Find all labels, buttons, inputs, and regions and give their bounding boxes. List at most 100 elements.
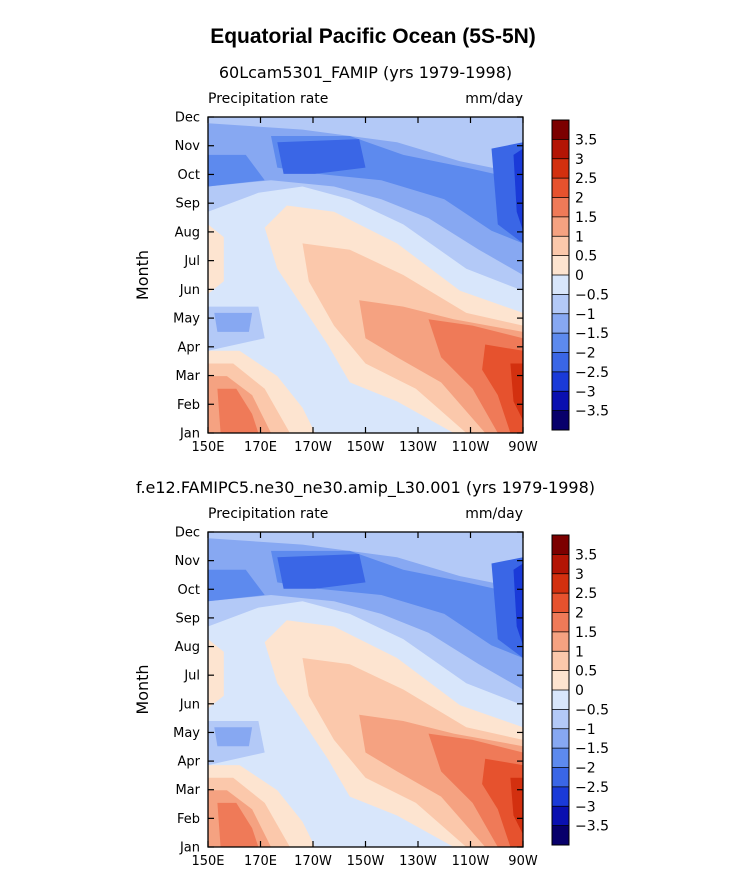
y-tick-label: May <box>173 312 200 327</box>
y-tick-label: May <box>173 726 200 741</box>
colorbar-label: −2.5 <box>575 365 609 381</box>
x-tick-label: 150E <box>191 854 224 869</box>
figure-title: Equatorial Pacific Ocean (5S-5N) <box>210 25 536 48</box>
y-tick-label: Aug <box>175 225 200 240</box>
colorbar-swatch <box>552 670 569 691</box>
colorbar-swatch <box>552 391 569 412</box>
colorbar-label: −3.5 <box>575 819 609 835</box>
y-tick-label: Apr <box>178 755 201 770</box>
contour-west-neg-1 <box>214 312 253 332</box>
y-tick-label: Oct <box>178 583 200 598</box>
colorbar-swatch <box>552 573 569 594</box>
colorbar-label: −1.5 <box>575 741 609 757</box>
x-tick-label: 130W <box>399 440 437 455</box>
x-tick-label: 170W <box>294 440 332 455</box>
colorbar-label: 3 <box>575 152 584 168</box>
contour-field <box>208 532 523 847</box>
colorbar-swatch <box>552 748 569 768</box>
colorbar-swatch <box>552 709 569 730</box>
y-tick-label: Jan <box>179 427 200 442</box>
colorbar-label: −2 <box>575 346 596 362</box>
colorbar-swatch <box>552 178 569 198</box>
y-tick-label: Jul <box>183 669 200 684</box>
colorbar-swatch <box>552 120 569 140</box>
y-tick-label: Oct <box>178 168 200 183</box>
colorbar-swatch <box>552 690 569 710</box>
y-tick-label: Nov <box>175 139 201 154</box>
colorbar-label: 3.5 <box>575 132 597 148</box>
colorbar-label: −1 <box>575 722 596 738</box>
colorbar-swatch <box>552 651 569 672</box>
colorbar-swatch <box>552 158 569 179</box>
y-tick-label: Dec <box>175 526 200 541</box>
colorbar-swatch <box>552 139 569 160</box>
y-tick-label: Feb <box>177 398 200 413</box>
colorbar-label: 1 <box>575 229 584 245</box>
colorbar-label: 0 <box>575 268 584 284</box>
x-tick-label: 110W <box>452 854 490 869</box>
colorbar-swatch <box>552 535 569 555</box>
x-tick-label: 170E <box>244 440 277 455</box>
colorbar-swatch <box>552 728 569 749</box>
colorbar-swatch <box>552 216 569 237</box>
y-tick-label: Jan <box>179 841 200 856</box>
x-tick-label: 150W <box>347 854 385 869</box>
x-tick-label: 170E <box>244 854 277 869</box>
panel-title: 60Lcam5301_FAMIP (yrs 1979-1998) <box>219 63 512 83</box>
colorbar-swatch <box>552 767 569 788</box>
x-tick-label: 130W <box>399 854 437 869</box>
colorbar-label: 2 <box>575 606 584 622</box>
panel-2: Jan Feb Mar Apr May Jun Jul Aug Sep Oct Nov Dec 150E… <box>133 478 609 869</box>
contour-west-jul <box>208 639 224 709</box>
colorbar-swatch <box>552 236 569 257</box>
contour-west-neg-1.5 <box>208 154 265 187</box>
y-tick-label: Jun <box>179 283 200 298</box>
y-tick-label: Aug <box>175 640 200 655</box>
colorbar-label: 2.5 <box>575 171 597 187</box>
colorbar-swatch <box>552 631 569 652</box>
contour-field <box>208 117 523 433</box>
y-tick-label: Mar <box>175 369 200 384</box>
contour-west-jul <box>208 224 224 294</box>
colorbar-label: −1 <box>575 307 596 323</box>
y-tick-label: Sep <box>175 611 200 626</box>
colorbar-swatch <box>552 612 569 633</box>
colorbar-swatch <box>552 554 569 575</box>
colorbar-swatch <box>552 294 569 315</box>
y-tick-label: Apr <box>178 340 201 355</box>
y-tick-label: Jul <box>183 254 200 269</box>
colorbar-label: −0.5 <box>575 287 609 303</box>
panel-title: f.e12.FAMIPC5.ne30_ne30.amip_L30.001 (yr… <box>136 478 595 498</box>
variable-label: Precipitation rate <box>208 91 328 107</box>
panel-1: Jan Feb Mar Apr May Jun Jul Aug Sep Oct Nov Dec 150E… <box>133 63 609 455</box>
colorbar-label: 1.5 <box>575 625 597 641</box>
y-tick-label: Mar <box>175 783 200 798</box>
colorbar-swatch <box>552 197 569 218</box>
colorbar-swatch <box>552 786 569 807</box>
contour-east-neg-2.5 <box>513 563 523 646</box>
variable-label: Precipitation rate <box>208 506 328 522</box>
contour-neg-2 <box>277 554 366 589</box>
y-tick-label: Feb <box>177 812 200 827</box>
y-tick-label: Dec <box>175 111 200 126</box>
colorbar-swatch <box>552 275 569 295</box>
contour-pos-3 <box>510 777 523 835</box>
units-label: mm/day <box>465 506 523 522</box>
colorbar-label: −1.5 <box>575 326 609 342</box>
colorbar-label: 3.5 <box>575 547 597 563</box>
y-tick-label: Sep <box>175 197 200 212</box>
y-axis-label: Month <box>133 664 152 714</box>
colorbar-label: 2.5 <box>575 586 597 602</box>
contour-west-2 <box>217 388 259 433</box>
colorbar-label: −3 <box>575 799 596 815</box>
colorbar-label: 2 <box>575 191 584 207</box>
colorbar-label: 0.5 <box>575 249 597 265</box>
x-tick-label: 170W <box>294 854 332 869</box>
x-tick-label: 90W <box>508 440 538 455</box>
colorbar-swatch <box>552 410 569 431</box>
colorbar-swatch <box>552 255 569 276</box>
colorbar-label: 0.5 <box>575 664 597 680</box>
colorbar-label: 1 <box>575 644 584 660</box>
colorbar-label: −3.5 <box>575 404 609 420</box>
x-tick-label: 110W <box>452 440 490 455</box>
